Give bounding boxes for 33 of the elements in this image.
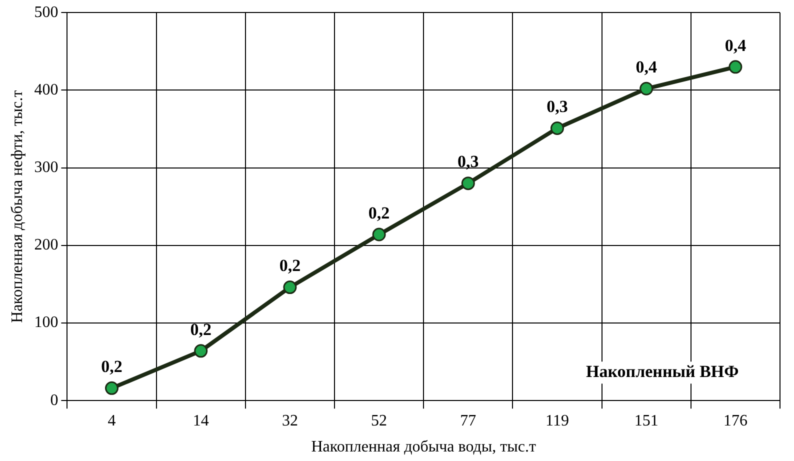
- point: [194, 344, 208, 358]
- point: [640, 82, 654, 96]
- annotation: 0,4: [724, 36, 747, 55]
- x-axis-title: Накопленная добыча воды, тыс.т: [311, 438, 536, 456]
- annotation: 0,3: [546, 97, 568, 116]
- annotation: 0,2: [190, 320, 212, 339]
- x-tick-label: 32: [282, 412, 298, 430]
- y-tick-label: 400: [34, 81, 58, 98]
- y-tick-label: 500: [34, 4, 58, 21]
- point: [283, 280, 297, 294]
- point: [728, 60, 742, 74]
- x-tick-label: 4: [108, 412, 116, 430]
- annotation: 0,2: [279, 256, 301, 276]
- x-tick-label: 151: [634, 412, 658, 430]
- point: [105, 381, 118, 395]
- point: [461, 176, 475, 190]
- annotation: 0,4: [636, 58, 658, 77]
- x-tick-label: 77: [460, 412, 476, 430]
- x-tick-label: 14: [192, 412, 209, 430]
- y-tick-label: 200: [34, 236, 58, 254]
- y-axis-title: Накопленная добыча нефти, тыс.т: [8, 90, 26, 323]
- y-tick-label: 100: [34, 314, 58, 332]
- annotation: 0,3: [458, 152, 479, 172]
- point: [550, 121, 564, 135]
- y-tick-label: 300: [34, 159, 58, 176]
- point: [372, 228, 386, 242]
- annotation: Накопленный ВНФ: [586, 362, 739, 381]
- annotation: 0,2: [368, 203, 390, 222]
- x-tick-label: 119: [546, 412, 569, 430]
- annotation: 0,2: [101, 357, 122, 376]
- x-tick-label: 176: [723, 412, 748, 430]
- x-tick-label: 52: [371, 412, 388, 430]
- y-tick-label: 0: [50, 392, 58, 409]
